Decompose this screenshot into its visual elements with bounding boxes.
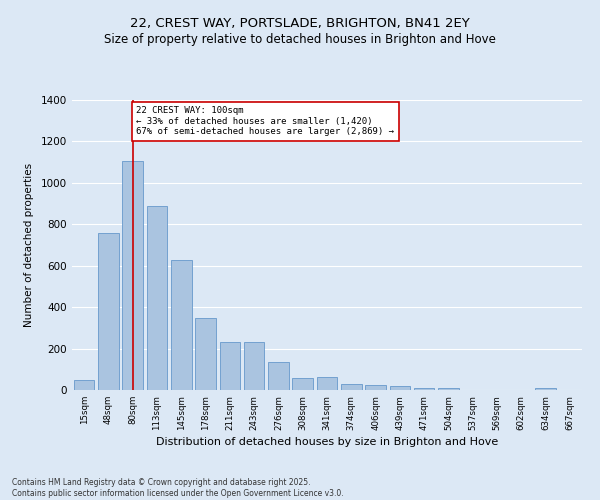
Text: Contains HM Land Registry data © Crown copyright and database right 2025.
Contai: Contains HM Land Registry data © Crown c… [12,478,344,498]
Bar [146,206,167,390]
Bar [341,384,362,390]
Bar [171,260,191,390]
Bar [292,378,313,390]
Bar [365,385,386,390]
Bar [389,386,410,390]
Bar [122,161,143,390]
Bar [438,388,459,390]
Y-axis label: Number of detached properties: Number of detached properties [24,163,34,327]
Bar [317,377,337,390]
Text: 22, CREST WAY, PORTSLADE, BRIGHTON, BN41 2EY: 22, CREST WAY, PORTSLADE, BRIGHTON, BN41… [130,18,470,30]
Bar [244,342,265,390]
Bar [74,380,94,390]
Text: Size of property relative to detached houses in Brighton and Hove: Size of property relative to detached ho… [104,32,496,46]
Text: 22 CREST WAY: 100sqm
← 33% of detached houses are smaller (1,420)
67% of semi-de: 22 CREST WAY: 100sqm ← 33% of detached h… [136,106,394,136]
Bar [220,342,240,390]
Bar [268,362,289,390]
X-axis label: Distribution of detached houses by size in Brighton and Hove: Distribution of detached houses by size … [156,436,498,446]
Bar [535,388,556,390]
Bar [195,318,216,390]
Bar [98,232,119,390]
Bar [414,388,434,390]
